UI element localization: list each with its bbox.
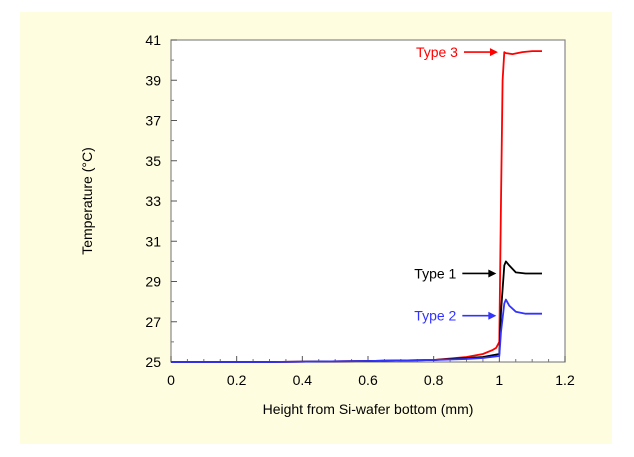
plot-area — [170, 39, 566, 363]
annotation-arrow-head — [489, 48, 498, 57]
y-tick-label: 33 — [145, 193, 161, 209]
x-tick-label: 1 — [495, 372, 503, 388]
x-axis: 0 0.2 0.4 0.6 0.8 1 1.2 — [167, 356, 575, 388]
y-tick-label: 25 — [145, 354, 161, 370]
series-lines — [171, 50, 542, 363]
y-tick-label: 41 — [145, 32, 161, 48]
chart-figure: 0 0.2 0.4 0.6 0.8 1 1.2 25 27 29 31 33 35 37 39 41 Typ… — [20, 12, 612, 444]
y-axis: 25 27 29 31 33 35 37 39 41 — [145, 32, 177, 370]
y-axis-label: Temperature (°C) — [79, 147, 95, 255]
x-tick-label: 0.6 — [358, 372, 378, 388]
series-line-type-2 — [171, 298, 542, 363]
y-tick-label: 35 — [145, 153, 161, 169]
annotation-arrow-head — [488, 311, 497, 320]
annotation-arrow-head — [488, 269, 497, 278]
y-tick-label: 27 — [145, 314, 161, 330]
annotation-label: Type 2 — [414, 308, 456, 324]
x-tick-label: 0.2 — [227, 372, 247, 388]
y-tick-label: 37 — [145, 113, 161, 129]
x-axis-label: Height from Si-wafer bottom (mm) — [263, 401, 474, 417]
x-tick-label: 1.2 — [555, 372, 575, 388]
y-tick-label: 39 — [145, 72, 161, 88]
annotation-label: Type 3 — [416, 44, 458, 60]
x-tick-label: 0 — [167, 372, 175, 388]
x-tick-label: 0.4 — [293, 372, 313, 388]
annotations: Type 3 Type 1 Type 2 — [414, 44, 498, 324]
y-tick-label: 31 — [145, 233, 161, 249]
line-chart: 0 0.2 0.4 0.6 0.8 1 1.2 25 27 29 31 33 35 37 39 41 Typ… — [79, 32, 575, 417]
x-tick-label: 0.8 — [424, 372, 444, 388]
annotation-label: Type 1 — [414, 265, 456, 281]
y-tick-label: 29 — [145, 274, 161, 290]
